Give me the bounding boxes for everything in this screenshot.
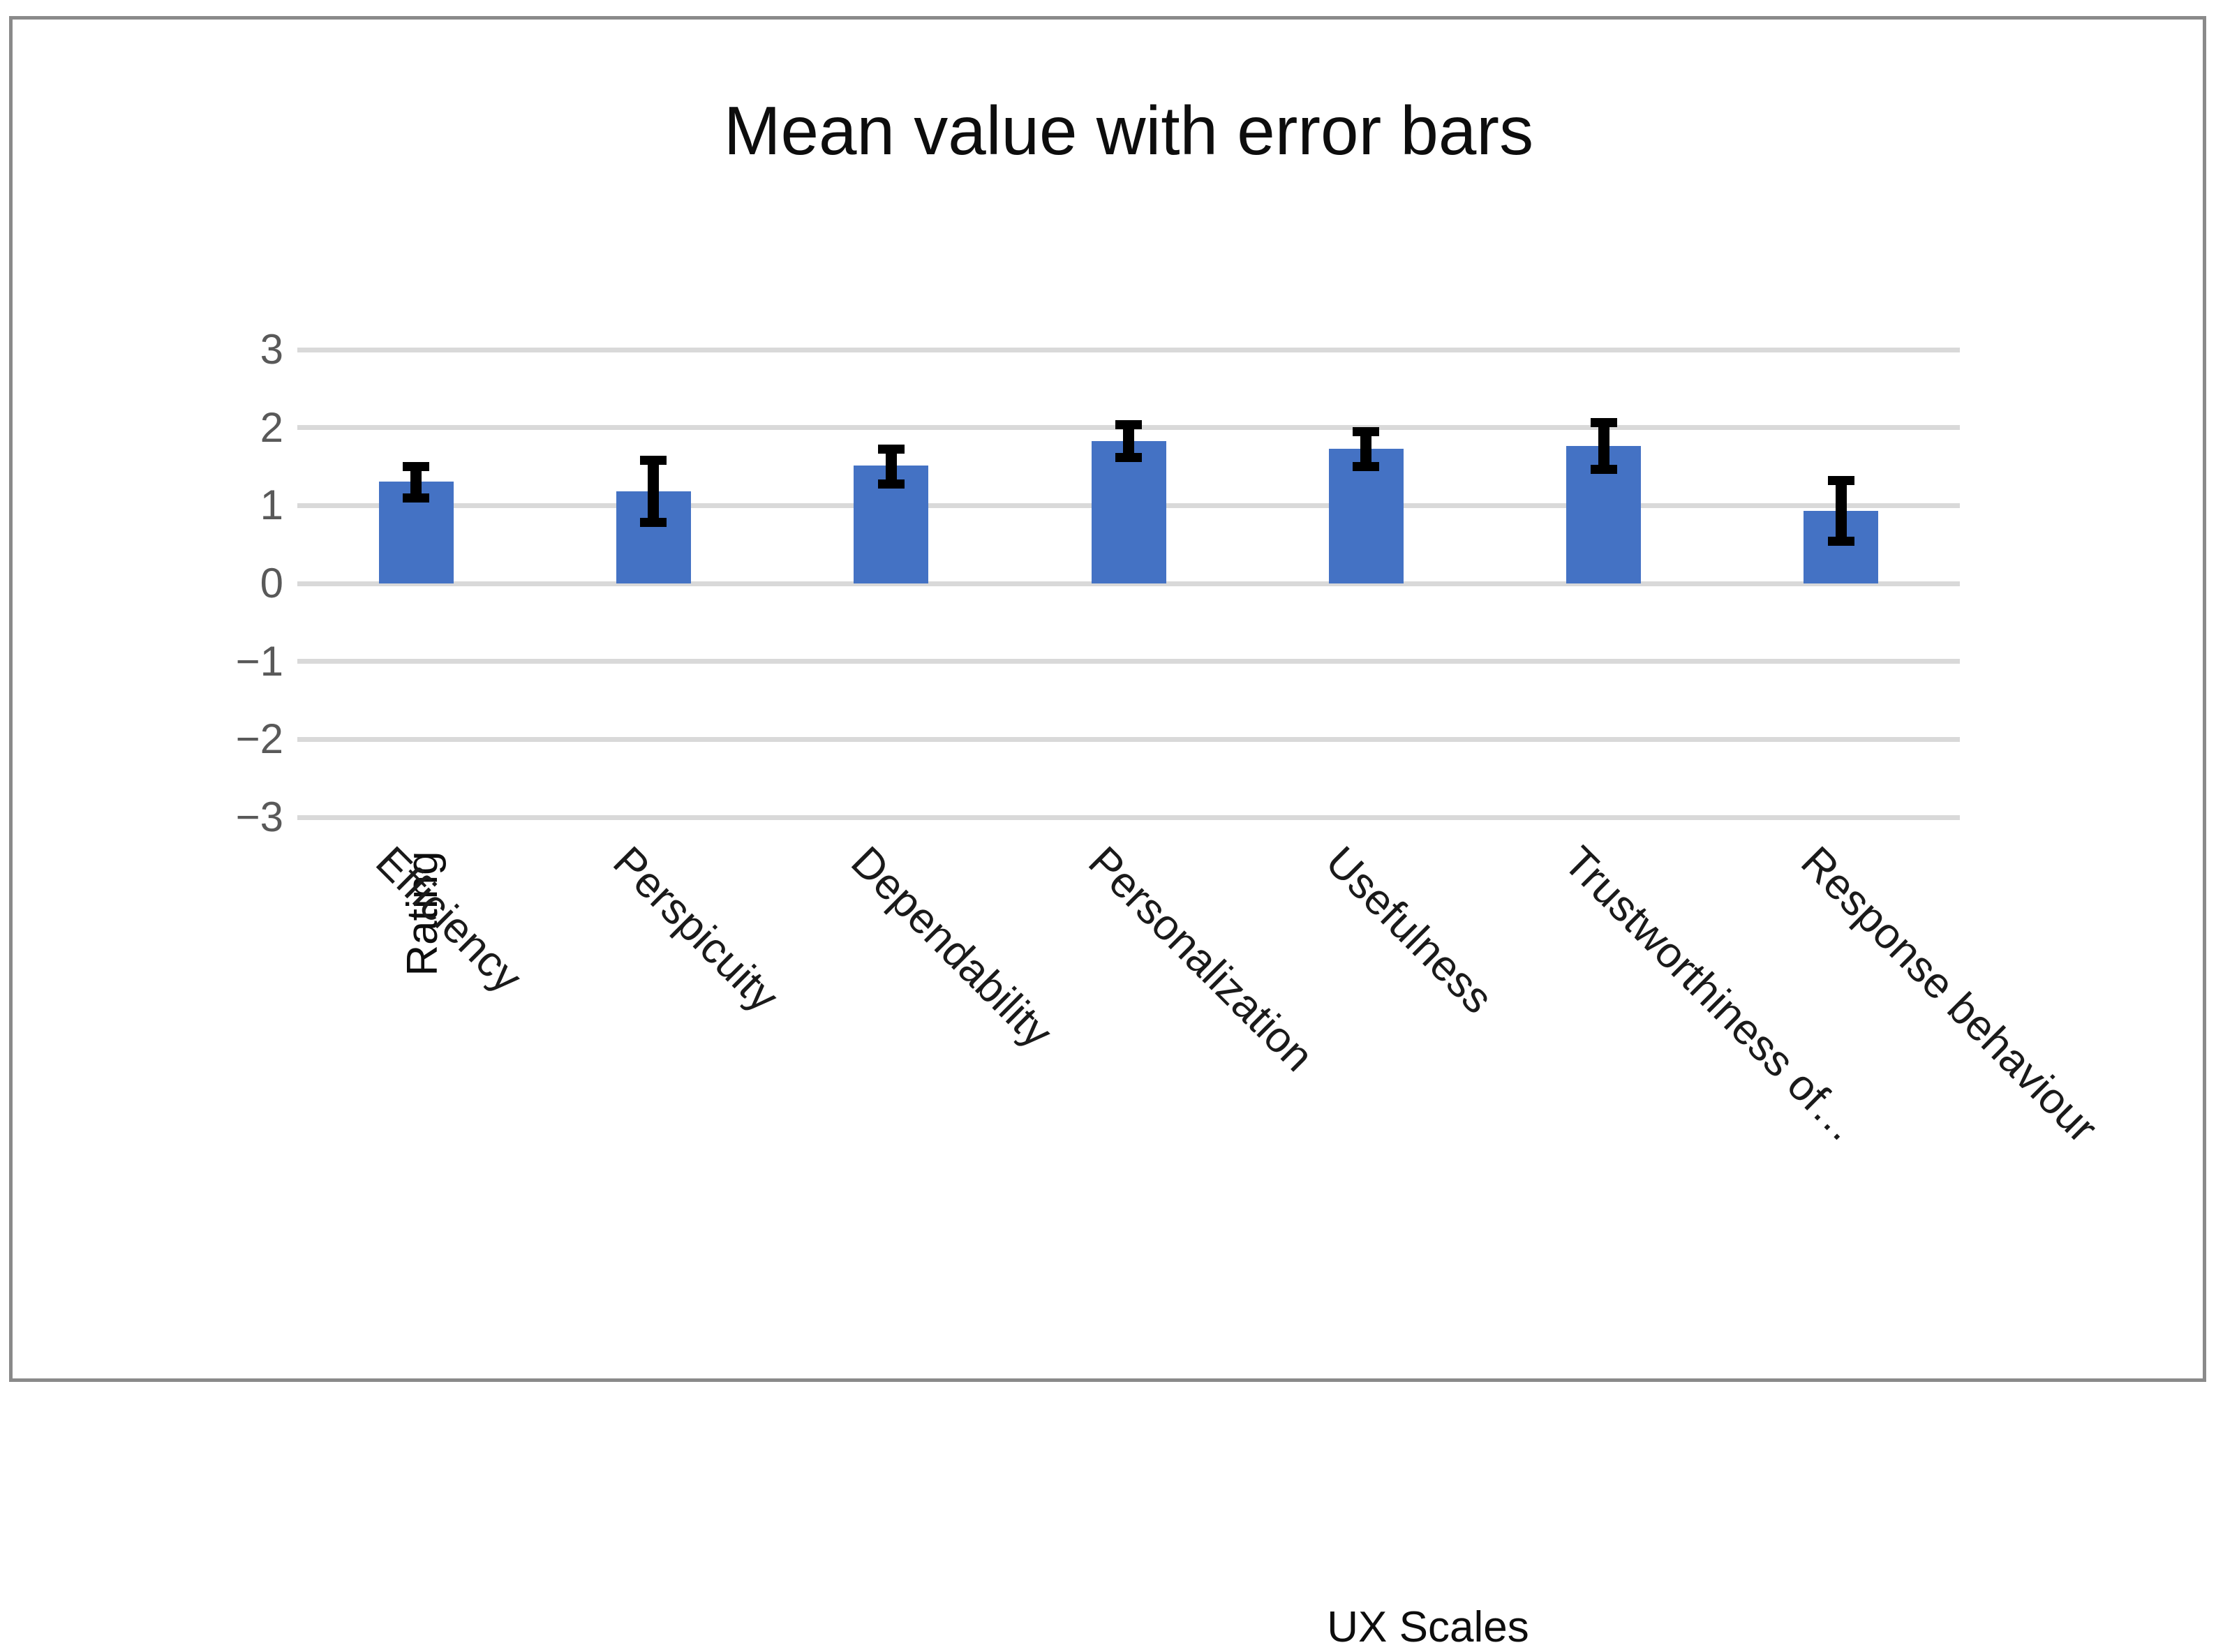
- y-tick-label: 3: [260, 326, 283, 373]
- error-bar: [410, 466, 422, 498]
- error-bar-cap-bottom: [1827, 537, 1854, 546]
- chart-frame: Mean value with error bars Rating UX Sca…: [9, 16, 2206, 1651]
- plot-area: Rating UX Scales 3 2 1 0 −1 −2 −3 Efficiency Per…: [236, 326, 2106, 1651]
- gridline: [297, 659, 1960, 664]
- y-tick-label: 2: [260, 403, 283, 451]
- y-tick-label: −2: [235, 715, 283, 763]
- error-bar-cap-top: [403, 462, 430, 471]
- error-bar-cap-bottom: [1353, 462, 1380, 471]
- x-category-label: Efficiency: [366, 838, 531, 1002]
- x-category-label: Perspicuity: [604, 838, 788, 1022]
- error-bar: [1123, 424, 1134, 458]
- error-bar-cap-top: [1590, 418, 1617, 428]
- error-bar-cap-bottom: [877, 479, 905, 489]
- x-category-label: Personalization: [1079, 838, 1323, 1081]
- error-bar: [885, 449, 897, 484]
- chart-title: Mean value with error bars: [723, 92, 1534, 169]
- gridline: [297, 814, 1960, 820]
- y-tick-label: −3: [235, 794, 283, 840]
- bar: [1328, 448, 1404, 583]
- error-bar: [1598, 422, 1609, 470]
- error-bar-cap-top: [1115, 419, 1142, 429]
- y-tick-label: −1: [235, 637, 283, 685]
- error-bar-cap-bottom: [403, 493, 430, 503]
- x-category-label: Dependability: [841, 838, 1062, 1057]
- gridline: [297, 581, 1960, 586]
- error-bar-cap-top: [1353, 426, 1380, 436]
- gridline: [297, 736, 1960, 742]
- error-bar-cap-top: [877, 445, 905, 454]
- gridline: [297, 347, 1960, 352]
- y-tick-label: 0: [260, 560, 283, 607]
- error-bar-cap-bottom: [1590, 465, 1617, 475]
- error-bar: [1835, 480, 1847, 542]
- bar: [1091, 440, 1166, 583]
- error-bar-cap-top: [640, 456, 667, 466]
- x-axis-title: UX Scales: [1327, 1603, 1529, 1651]
- y-tick-label: 1: [260, 482, 283, 529]
- error-bar-cap-top: [1827, 476, 1854, 486]
- error-bar: [648, 460, 660, 523]
- error-bar-cap-bottom: [1115, 452, 1142, 462]
- x-category-label: Usefulness: [1316, 838, 1503, 1023]
- error-bar-cap-bottom: [640, 518, 667, 528]
- error-bar: [1360, 431, 1372, 467]
